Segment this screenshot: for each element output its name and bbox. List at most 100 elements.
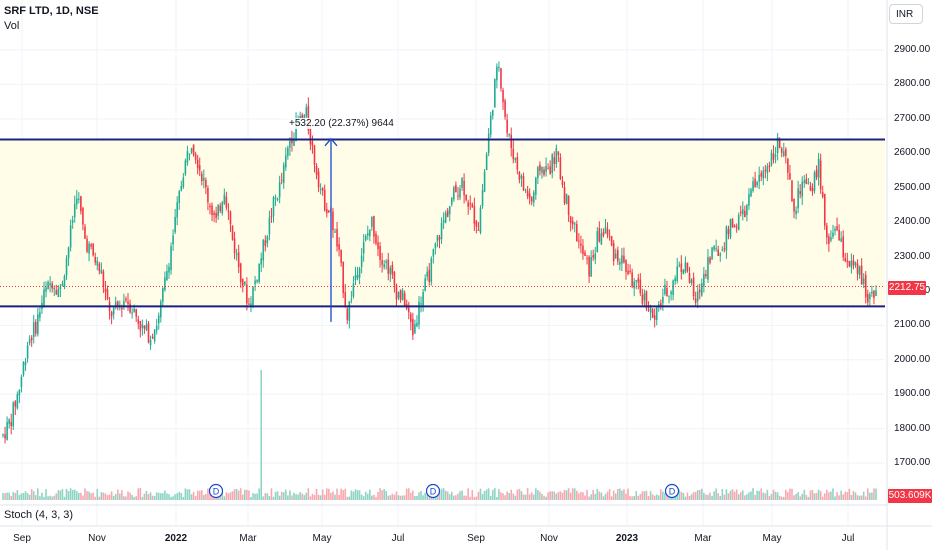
candle-body: [717, 249, 720, 257]
candle-body: [383, 264, 385, 268]
volume-bar: [821, 496, 824, 500]
volume-bar: [641, 491, 644, 500]
volume-bar: [828, 492, 830, 500]
candle-body: [817, 158, 820, 178]
candle-body: [375, 233, 377, 244]
candle-body: [823, 194, 826, 226]
volume-bar: [830, 491, 832, 500]
volume-bar: [227, 493, 230, 500]
volume-bar: [596, 488, 599, 500]
volume-bar: [756, 490, 758, 500]
candle-body: [18, 389, 21, 396]
volume-bar: [436, 495, 439, 500]
candle-body: [549, 166, 551, 174]
volume-bar: [434, 496, 437, 500]
candle-body: [467, 202, 469, 207]
volume-bar: [221, 492, 224, 500]
volume-bar: [504, 495, 506, 500]
volume-bar: [147, 494, 150, 500]
volume-bar: [555, 493, 558, 500]
candle-body: [82, 208, 84, 225]
candle-body: [512, 149, 515, 160]
volume-bar: [4, 493, 6, 500]
volume-bar: [403, 495, 406, 500]
volume-bar: [98, 496, 101, 500]
volume-bar: [200, 490, 203, 500]
volume-bar: [789, 488, 791, 500]
volume-bar: [2, 493, 4, 500]
volume-bar: [744, 495, 746, 500]
candle-body: [580, 243, 582, 246]
stochastic-indicator-label[interactable]: Stoch (4, 3, 3): [4, 509, 74, 521]
volume-bar: [389, 495, 392, 500]
volume-bar: [625, 493, 627, 500]
volume-bar: [39, 496, 41, 500]
volume-bar: [350, 490, 353, 500]
volume-bar: [545, 496, 547, 500]
symbol-title[interactable]: SRF LTD, 1D, NSE: [4, 5, 99, 17]
candle-body: [55, 290, 58, 295]
candle-body: [159, 301, 162, 318]
candle-body: [121, 307, 123, 310]
price-axis-label: 2800.00: [894, 78, 931, 90]
price-axis-label: 1700.00: [894, 457, 931, 468]
currency-selector[interactable]: INR: [889, 4, 923, 24]
candle-body: [496, 66, 498, 81]
candle-body: [12, 402, 15, 427]
volume-bar: [149, 492, 152, 500]
candle-body: [746, 205, 748, 216]
candle-body: [416, 322, 418, 327]
candle-body: [43, 289, 45, 306]
candle-body: [235, 253, 238, 255]
candle-body: [422, 292, 424, 307]
volume-bar: [502, 493, 504, 500]
candle-body: [424, 278, 426, 291]
candle-body: [727, 229, 730, 235]
time-axis-label: May: [312, 533, 332, 544]
volume-bar: [422, 495, 424, 500]
candle-body: [576, 223, 578, 242]
volume-bar: [516, 489, 519, 500]
dividend-marker[interactable]: D: [425, 483, 441, 499]
volume-bar: [705, 494, 707, 500]
candle-body: [182, 177, 185, 187]
volume-bar: [832, 488, 834, 500]
volume-bar: [297, 494, 299, 500]
volume-bar: [631, 496, 633, 500]
candle-body: [502, 90, 504, 103]
volume-bar: [362, 496, 365, 500]
candle-body: [219, 205, 222, 211]
volume-bar: [65, 488, 68, 500]
candle-body: [362, 242, 365, 254]
volume-bar: [116, 489, 119, 500]
volume-bar: [387, 495, 390, 500]
volume-bar: [401, 495, 404, 500]
volume-bar: [14, 492, 17, 500]
candle-body: [660, 303, 662, 306]
candle-body: [287, 147, 289, 156]
volume-bar: [819, 491, 822, 500]
volume-bar: [694, 491, 697, 500]
candle-body: [864, 274, 867, 298]
volume-bar: [256, 493, 258, 500]
candle-body: [364, 235, 367, 241]
candle-body: [672, 280, 674, 296]
measure-tool[interactable]: [324, 137, 338, 322]
candle-body: [557, 151, 560, 156]
candle-body: [170, 246, 172, 271]
candle-body: [602, 232, 605, 236]
candle-body: [684, 262, 687, 273]
volume-bar: [737, 494, 740, 500]
volume-bar: [397, 495, 400, 500]
volume-bar: [225, 492, 228, 500]
dividend-marker[interactable]: D: [208, 483, 224, 499]
volume-bar: [715, 488, 717, 500]
volume-legend[interactable]: Vol: [4, 20, 20, 32]
volume-bar: [873, 488, 875, 500]
volume-bar: [356, 490, 359, 500]
candle-body: [584, 252, 586, 257]
volume-bar: [461, 490, 463, 500]
volume-bar: [758, 491, 760, 500]
dividend-marker[interactable]: D: [664, 483, 680, 499]
